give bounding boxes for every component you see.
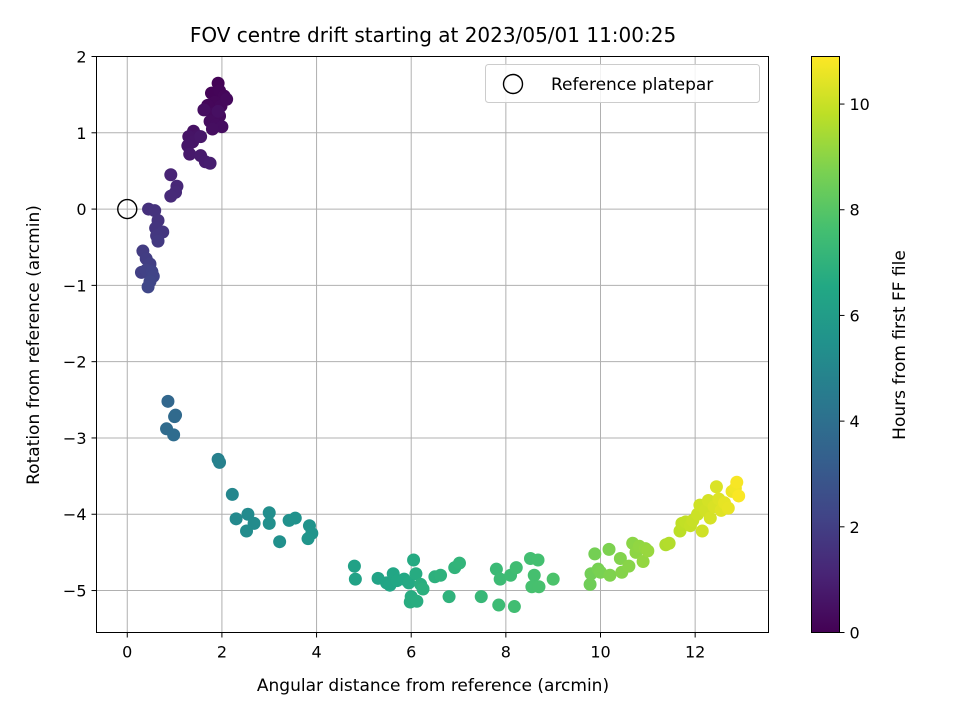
scatter-point [262, 516, 276, 530]
scatter-point [474, 590, 488, 604]
legend-entry-reference-platepar: Reference platepar [551, 75, 713, 95]
scatter-point [662, 536, 676, 550]
scatter-point [205, 122, 219, 136]
colorbar-tick-label: 8 [850, 201, 860, 220]
plot-frame [96, 56, 769, 633]
scatter-point [588, 547, 602, 561]
scatter-point [194, 130, 208, 144]
scatter-point [402, 576, 416, 590]
scatter-point [732, 489, 746, 503]
scatter-point [532, 580, 546, 594]
scatter-point [583, 577, 597, 591]
chart-title: FOV centre drift starting at 2023/05/01 … [190, 23, 676, 47]
scatter-point [197, 103, 211, 117]
legend-reference-marker [502, 73, 524, 95]
x-tick-label: 12 [685, 643, 705, 662]
colorbar-tick-label: 4 [850, 412, 860, 431]
scatter-point [410, 594, 424, 608]
scatter-point [531, 553, 545, 567]
scatter-point [695, 524, 709, 538]
scatter-point [452, 556, 466, 570]
scatter-point [709, 480, 723, 494]
scatter-point [241, 507, 255, 521]
reference-marker [117, 198, 138, 220]
x-tick-label: 0 [122, 643, 132, 662]
y-axis-label: Rotation from reference (arcmin) [24, 205, 44, 485]
x-tick-label: 10 [590, 643, 610, 662]
scatter-point [225, 487, 239, 501]
y-tick-label: 2 [76, 48, 86, 67]
colorbar-ticks: 0 2 4 6 8 10 [839, 95, 870, 643]
scatter-point [603, 568, 617, 582]
scatter-point [730, 475, 744, 489]
legend-box [485, 64, 760, 103]
y-tick-label: −3 [63, 429, 87, 448]
scatter-point [183, 147, 197, 161]
scatter-point [151, 234, 165, 248]
scatter-point [161, 394, 175, 408]
scatter-point [164, 168, 178, 182]
colorbar [811, 56, 840, 633]
scatter-point [148, 204, 162, 218]
x-tick-label: 4 [311, 643, 321, 662]
scatter-point [167, 428, 181, 442]
scatter-point [168, 410, 182, 424]
y-tick-label: −1 [63, 276, 87, 295]
y-tick-label: 1 [76, 124, 86, 143]
scatter-point [507, 600, 521, 614]
scatter-point [213, 455, 227, 469]
scatter-point [527, 568, 541, 582]
scatter-point [546, 572, 560, 586]
scatter-point [348, 572, 362, 586]
scatter-point [240, 524, 254, 538]
y-tick-label: 0 [76, 200, 86, 219]
scatter-point [407, 553, 421, 567]
y-axis-ticks: 2 1 0 −1 −2 −3 −4 −5 [63, 48, 97, 601]
colorbar-tick-label: 6 [850, 306, 860, 325]
scatter-point [229, 512, 243, 526]
scatter-point [489, 562, 503, 576]
scatter-point [641, 544, 655, 558]
scatter-point [636, 555, 650, 569]
scatter-point [273, 535, 287, 549]
scatter-point [493, 572, 507, 586]
scatter-point [434, 568, 448, 582]
legend: Reference platepar [485, 64, 760, 103]
x-tick-label: 8 [501, 643, 511, 662]
x-axis-ticks: 0 2 4 6 8 10 12 [122, 632, 705, 662]
scatter-point [262, 506, 276, 520]
scatter-point [509, 561, 523, 575]
colorbar-tick-label: 0 [850, 624, 860, 643]
colorbar-label: Hours from first FF file [890, 250, 910, 440]
y-tick-label: −5 [63, 582, 87, 601]
scatter-point [622, 559, 636, 573]
scatter-point [442, 590, 456, 604]
scatter-point [288, 511, 302, 525]
scatter-points [134, 76, 746, 614]
x-tick-label: 2 [217, 643, 227, 662]
colorbar-tick-label: 2 [850, 518, 860, 537]
scatter-point [141, 280, 155, 294]
scatter-point [703, 511, 717, 525]
scatter-point [164, 189, 178, 203]
scatter-point [301, 532, 315, 546]
scatter-point [721, 501, 735, 515]
scatter-point [203, 156, 217, 170]
scatter-point [211, 104, 225, 118]
scatter-point [492, 598, 506, 612]
scatter-point [602, 542, 616, 556]
x-axis-label: Angular distance from reference (arcmin) [257, 676, 609, 696]
scatter-point [613, 551, 627, 565]
x-tick-label: 6 [406, 643, 416, 662]
y-tick-label: −4 [63, 505, 87, 524]
scatter-point [416, 582, 430, 596]
y-tick-label: −2 [63, 353, 87, 372]
colorbar-tick-label: 10 [850, 95, 870, 114]
scatter-point [220, 92, 234, 106]
scatter-point [347, 559, 361, 573]
scatter-point [409, 567, 423, 581]
